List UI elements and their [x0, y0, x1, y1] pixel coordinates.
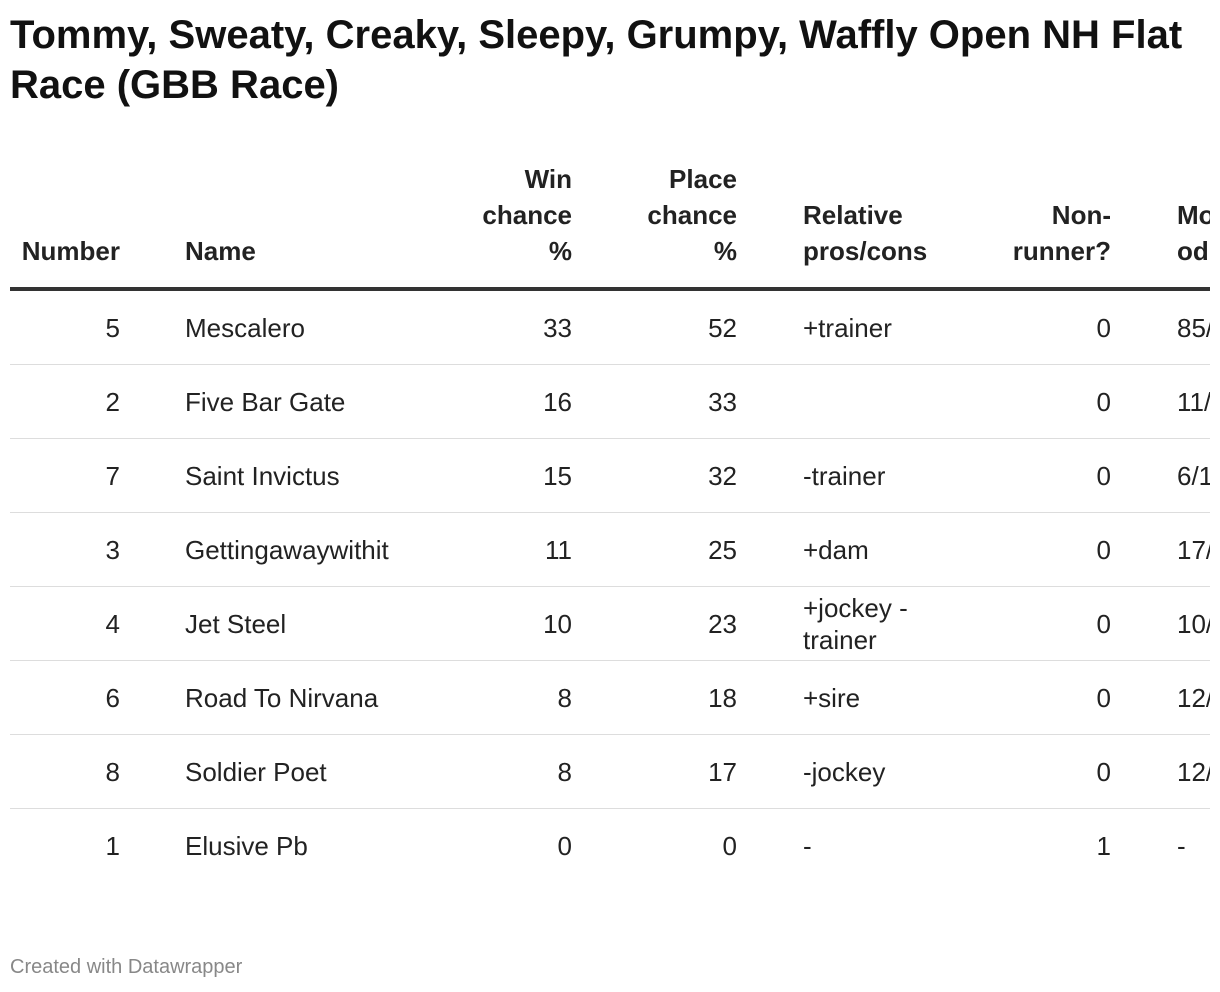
table-cell: Gettingawaywithit [120, 512, 451, 587]
table-cell: 17 [573, 734, 738, 809]
table-cell: 0 [953, 586, 1112, 661]
table-cell: Elusive Pb [185, 830, 308, 861]
table-cell: 25 [573, 512, 738, 587]
table-cell: +sire [738, 660, 953, 735]
table-row: 8 Soldier Poet 8 17 -jockey 0 12/ [10, 734, 1210, 809]
table-cell: 10 [451, 586, 573, 661]
table-cell: 0 [722, 830, 737, 861]
column-header: Name [120, 160, 451, 291]
table-row: 3 Gettingawaywithit 11 25 +dam 0 17/ [10, 512, 1210, 587]
table-cell: 8 [451, 734, 573, 809]
table-cell: 6 [10, 660, 120, 735]
table-cell: +dam [738, 512, 953, 587]
table-cell: 18 [573, 660, 738, 735]
table-cell [738, 364, 953, 439]
table-cell: -jockey [738, 734, 953, 809]
table-cell: 8 [10, 734, 120, 809]
table-cell: 2 [10, 364, 120, 439]
column-header: Number [10, 160, 120, 291]
table-row: 6 Road To Nirvana 8 18 +sire 0 12/ [10, 660, 1210, 735]
table-cell: 0 [953, 364, 1112, 439]
table-cell: 33 [451, 289, 573, 365]
table-cell: 1 [105, 830, 120, 861]
table-cell: 6/1 [1112, 438, 1210, 513]
table-wrap: Number Name Win chance % Place chance % Rela… [10, 160, 1210, 882]
table-cell: -trainer [738, 438, 953, 513]
table-cell: 15 [451, 438, 573, 513]
table-cell: Saint Invictus [120, 438, 451, 513]
header-row: Number Name Win chance % Place chance % Rela… [10, 160, 1210, 291]
table-body: 5 Mescalero 33 52 +trainer 0 85/2 Five Bar Gate… [10, 289, 1210, 882]
table-cell: 11/ [1112, 364, 1210, 439]
table-cell: 7 [10, 438, 120, 513]
table-cell: Mescalero [120, 289, 451, 365]
table-cell: Road To Nirvana [120, 660, 451, 735]
table-row: 7 Saint Invictus 15 32 -trainer 0 6/1 [10, 438, 1210, 513]
table-cell: 17/ [1112, 512, 1210, 587]
column-header: Non-runner? [953, 160, 1112, 291]
table-cell: 85/ [1112, 289, 1210, 365]
table-cell: 11 [451, 512, 573, 587]
column-header: Relative pros/cons [738, 160, 953, 291]
table-cell: - [1177, 830, 1186, 861]
table: Number Name Win chance % Place chance % Rela… [10, 160, 1210, 882]
table-cell: 8 [451, 660, 573, 735]
table-cell: 52 [573, 289, 738, 365]
column-header: Place chance % [573, 160, 738, 291]
table-cell: 32 [573, 438, 738, 513]
table-cell: +trainer [738, 289, 953, 365]
table-cell: 33 [573, 364, 738, 439]
table-cell: 5 [10, 289, 120, 365]
table-cell: - [803, 830, 812, 861]
table-cell: 16 [451, 364, 573, 439]
table-row: 4 Jet Steel 10 23 +jockey -trainer 0 10/ [10, 586, 1210, 661]
table-cell: 4 [10, 586, 120, 661]
table-cell: Soldier Poet [120, 734, 451, 809]
table-cell: +jockey -trainer [738, 586, 953, 661]
table-row: 5 Mescalero 33 52 +trainer 0 85/ [10, 289, 1210, 365]
column-header: Mo od [1112, 160, 1210, 291]
table-cell: 0 [557, 830, 572, 861]
column-header: Win chance % [451, 160, 573, 291]
table-cell: 3 [10, 512, 120, 587]
table-cell: 12/ [1112, 734, 1210, 809]
footer: Created with Datawrapper [10, 956, 243, 978]
table-cell: 0 [953, 734, 1112, 809]
table-cell: 23 [573, 586, 738, 661]
table-cell: 10/ [1112, 586, 1210, 661]
title: Tommy, Sweaty, Creaky, Sleepy, Grumpy, W… [10, 13, 1183, 107]
table-cell: Five Bar Gate [120, 364, 451, 439]
table-row: 2 Five Bar Gate 16 33 0 11/ [10, 364, 1210, 439]
table-cell: 1 [1096, 830, 1111, 861]
table-cell: 0 [953, 660, 1112, 735]
table-cell: 12/ [1112, 660, 1210, 735]
table-cell: Jet Steel [120, 586, 451, 661]
table-cell: 0 [953, 512, 1112, 587]
table-row: 1 Elusive Pb 0 0 - 1 - [10, 809, 1210, 883]
table-cell: 0 [953, 438, 1112, 513]
table-cell: 0 [953, 289, 1112, 365]
